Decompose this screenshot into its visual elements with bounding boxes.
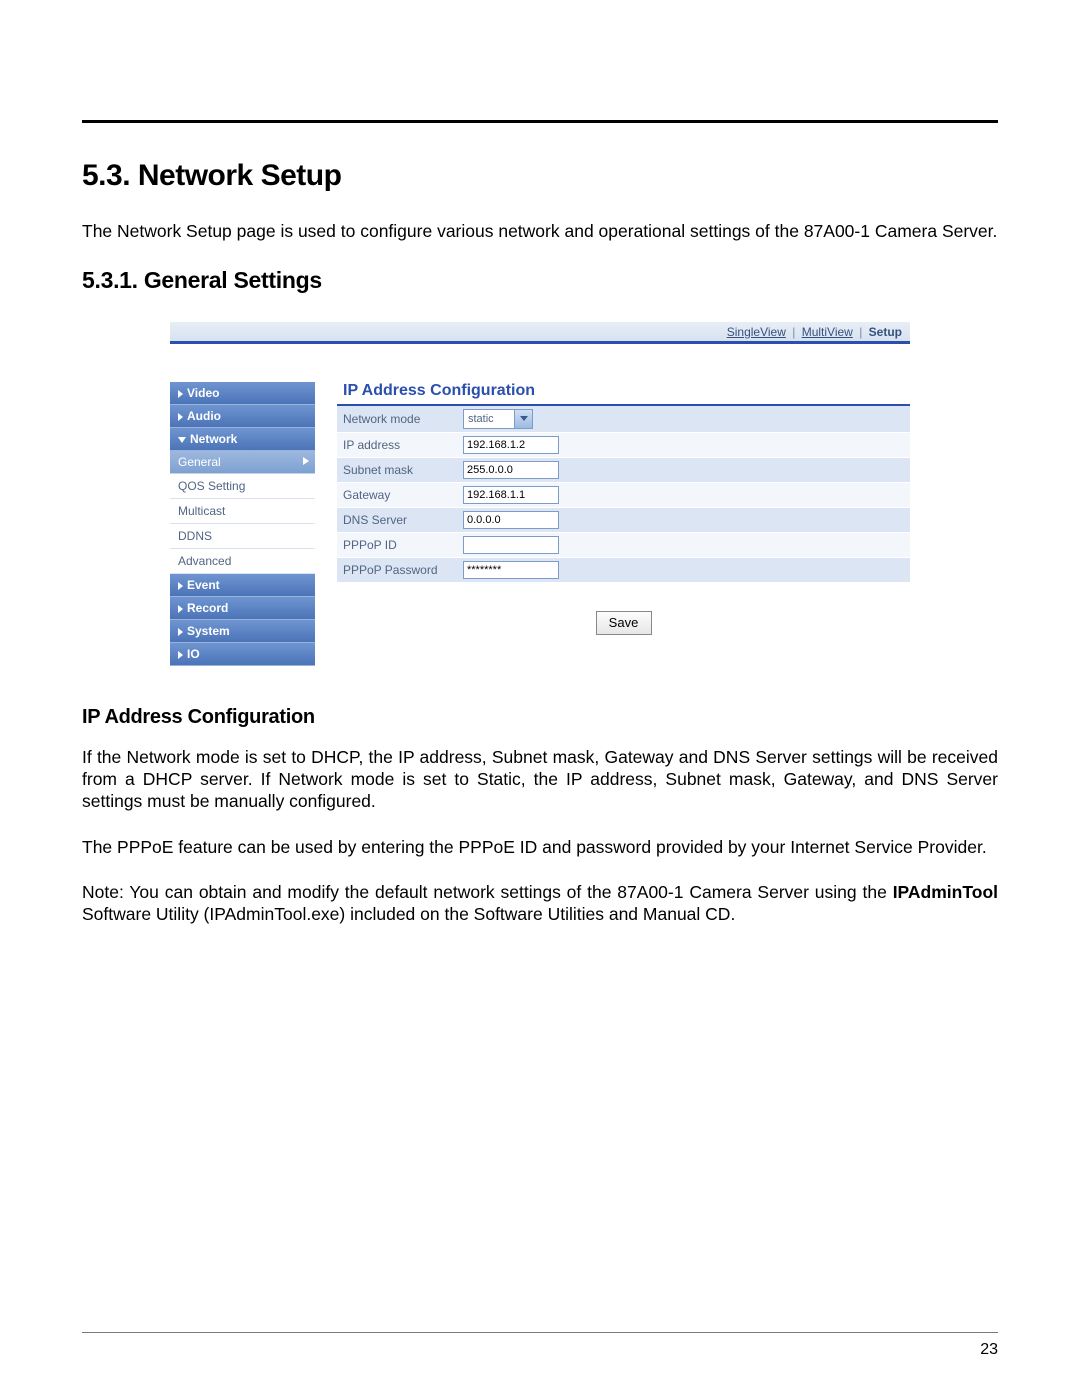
nav-label: Network	[190, 432, 237, 446]
select-value: static	[468, 413, 494, 425]
nav-audio[interactable]: Audio	[170, 405, 315, 428]
page-number: 23	[980, 1341, 998, 1359]
dropdown-icon	[514, 410, 532, 428]
select-network-mode[interactable]: static	[463, 409, 533, 429]
chevron-right-icon	[178, 628, 183, 636]
row-gateway: Gateway	[337, 483, 910, 508]
nav-label: IO	[187, 647, 200, 661]
heading-network-setup: 5.3. Network Setup	[82, 159, 998, 193]
heading-general-settings: 5.3.1. General Settings	[82, 267, 998, 294]
row-network-mode: Network mode static	[337, 406, 910, 433]
row-dns-server: DNS Server	[337, 508, 910, 533]
nav-label: Video	[187, 386, 219, 400]
screenshot-panel: SingleView | MultiView | Setup Video Aud…	[170, 322, 910, 666]
note-prefix: Note: You can obtain and modify the defa…	[82, 882, 893, 902]
nav-multicast[interactable]: Multicast	[170, 499, 315, 524]
save-button[interactable]: Save	[596, 611, 652, 635]
input-ip-address[interactable]	[463, 436, 559, 454]
label-network-mode: Network mode	[343, 412, 463, 426]
nav-label: Audio	[187, 409, 221, 423]
label-dns-server: DNS Server	[343, 513, 463, 527]
panel-title: IP Address Configuration	[337, 382, 910, 406]
note-bold: IPAdminTool	[893, 882, 998, 902]
nav-record[interactable]: Record	[170, 597, 315, 620]
nav-general[interactable]: General	[170, 451, 315, 474]
separator: |	[856, 325, 865, 339]
input-pppoe-id[interactable]	[463, 536, 559, 554]
label-pppoe-password: PPPoP Password	[343, 563, 463, 577]
paragraph-note: Note: You can obtain and modify the defa…	[82, 882, 998, 926]
top-nav: SingleView | MultiView | Setup	[170, 322, 910, 344]
label-ip-address: IP address	[343, 438, 463, 452]
nav-video[interactable]: Video	[170, 382, 315, 405]
intro-paragraph: The Network Setup page is used to config…	[82, 221, 998, 243]
label-gateway: Gateway	[343, 488, 463, 502]
rule-top	[82, 120, 998, 123]
link-setup[interactable]: Setup	[869, 325, 902, 339]
nav-advanced[interactable]: Advanced	[170, 549, 315, 574]
link-multiview[interactable]: MultiView	[802, 325, 853, 339]
row-ip-address: IP address	[337, 433, 910, 458]
sidebar: Video Audio Network General QOS Setting …	[170, 382, 315, 666]
config-panel: IP Address Configuration Network mode st…	[337, 382, 910, 666]
chevron-down-icon	[178, 437, 186, 443]
nav-label: General	[178, 455, 221, 469]
row-pppoe-id: PPPoP ID	[337, 533, 910, 558]
chevron-right-icon	[178, 582, 183, 590]
chevron-right-icon	[178, 651, 183, 659]
rule-bottom	[82, 1332, 998, 1333]
input-dns-server[interactable]	[463, 511, 559, 529]
input-gateway[interactable]	[463, 486, 559, 504]
nav-system[interactable]: System	[170, 620, 315, 643]
link-singleview[interactable]: SingleView	[727, 325, 786, 339]
separator: |	[789, 325, 798, 339]
chevron-right-icon	[178, 605, 183, 613]
paragraph-pppoe: The PPPoE feature can be used by enterin…	[82, 837, 998, 859]
chevron-right-icon	[178, 413, 183, 421]
label-pppoe-id: PPPoP ID	[343, 538, 463, 552]
note-suffix: Software Utility (IPAdminTool.exe) inclu…	[82, 904, 735, 924]
input-subnet-mask[interactable]	[463, 461, 559, 479]
nav-network[interactable]: Network	[170, 428, 315, 451]
heading-ip-config: IP Address Configuration	[82, 706, 998, 729]
row-pppoe-password: PPPoP Password	[337, 558, 910, 583]
chevron-right-icon	[178, 390, 183, 398]
row-subnet-mask: Subnet mask	[337, 458, 910, 483]
nav-ddns[interactable]: DDNS	[170, 524, 315, 549]
nav-event[interactable]: Event	[170, 574, 315, 597]
label-subnet-mask: Subnet mask	[343, 463, 463, 477]
active-arrow-icon	[303, 457, 309, 465]
nav-label: Event	[187, 578, 220, 592]
input-pppoe-password[interactable]	[463, 561, 559, 579]
paragraph-dhcp: If the Network mode is set to DHCP, the …	[82, 747, 998, 813]
nav-label: System	[187, 624, 230, 638]
nav-label: Record	[187, 601, 228, 615]
nav-qos[interactable]: QOS Setting	[170, 474, 315, 499]
nav-io[interactable]: IO	[170, 643, 315, 666]
